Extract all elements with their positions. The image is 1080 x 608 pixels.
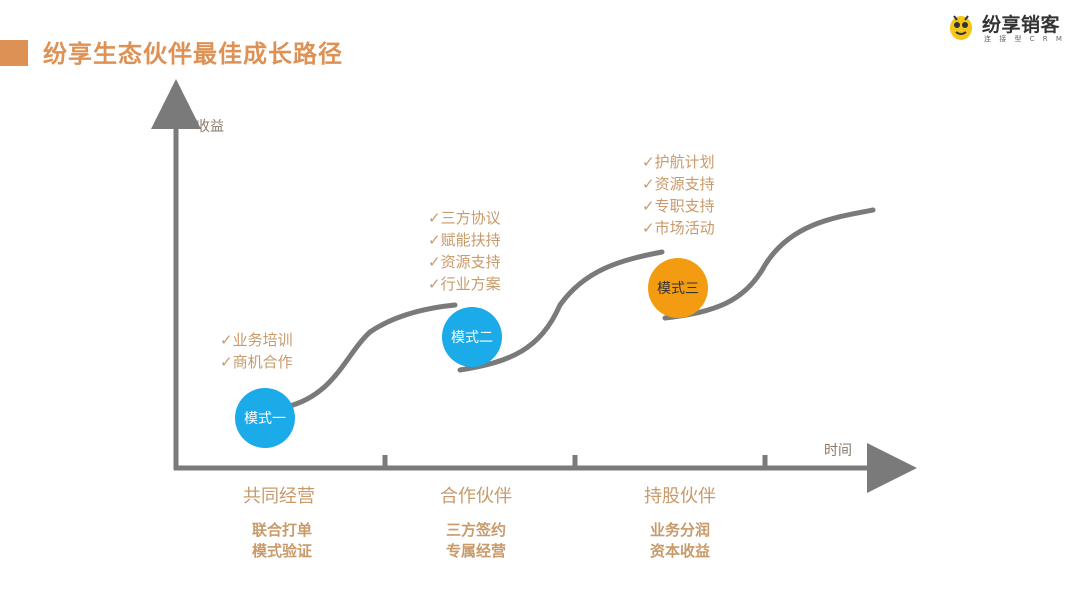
bee-logo-icon: [950, 15, 972, 40]
stage-detail: 专属经营: [445, 542, 506, 560]
mode-1-benefits: ✓业务培训 ✓商机合作: [220, 329, 293, 373]
stage-detail: 模式验证: [251, 542, 312, 560]
logo-name: 纷享销客: [982, 14, 1061, 36]
benefit-item: ✓资源支持: [642, 175, 715, 193]
mode-3-benefits: ✓护航计划 ✓资源支持 ✓专职支持 ✓市场活动: [642, 151, 715, 239]
benefit-item: ✓市场活动: [642, 219, 715, 237]
stage-1-details: 联合打单 模式验证: [182, 520, 382, 562]
stage-detail: 资本收益: [649, 542, 710, 560]
benefit-item: ✓赋能扶持: [428, 231, 501, 249]
mode-2-benefits: ✓三方协议 ✓赋能扶持 ✓资源支持 ✓行业方案: [428, 207, 501, 295]
growth-curve-1: [283, 302, 458, 410]
y-axis-label: 收益: [196, 119, 224, 135]
stage-3-details: 业务分润 资本收益: [580, 520, 780, 562]
mode-2-circle: 模式二: [442, 307, 502, 367]
stage-3-name: 持股伙伴: [644, 486, 716, 507]
logo: 纷享销客 连 接 型 C R M: [944, 10, 1070, 46]
benefit-item: ✓业务培训: [220, 331, 293, 349]
benefit-item: ✓护航计划: [642, 153, 715, 171]
stage-2-details: 三方签约 专属经营: [376, 520, 576, 562]
stage-detail: 联合打单: [251, 521, 312, 539]
title-accent-bar: [0, 40, 28, 66]
growth-curve-3: [662, 207, 876, 321]
stage-1-name: 共同经营: [243, 486, 315, 507]
mode-3-circle: 模式三: [648, 258, 708, 318]
stage-detail: 三方签约: [445, 521, 506, 539]
stage-2-name: 合作伙伴: [440, 486, 512, 507]
benefit-item: ✓行业方案: [428, 275, 501, 293]
growth-curve-2: [457, 249, 665, 373]
stage-detail: 业务分润: [649, 521, 710, 539]
logo-tagline: 连 接 型 C R M: [984, 35, 1065, 43]
benefit-item: ✓三方协议: [428, 209, 501, 227]
mode-1-circle: 模式一: [235, 388, 295, 448]
benefit-item: ✓资源支持: [428, 253, 501, 271]
page-title: 纷享生态伙伴最佳成长路径: [43, 40, 343, 68]
x-axis-label: 时间: [824, 443, 852, 459]
benefit-item: ✓专职支持: [642, 197, 715, 215]
benefit-item: ✓商机合作: [220, 353, 293, 371]
